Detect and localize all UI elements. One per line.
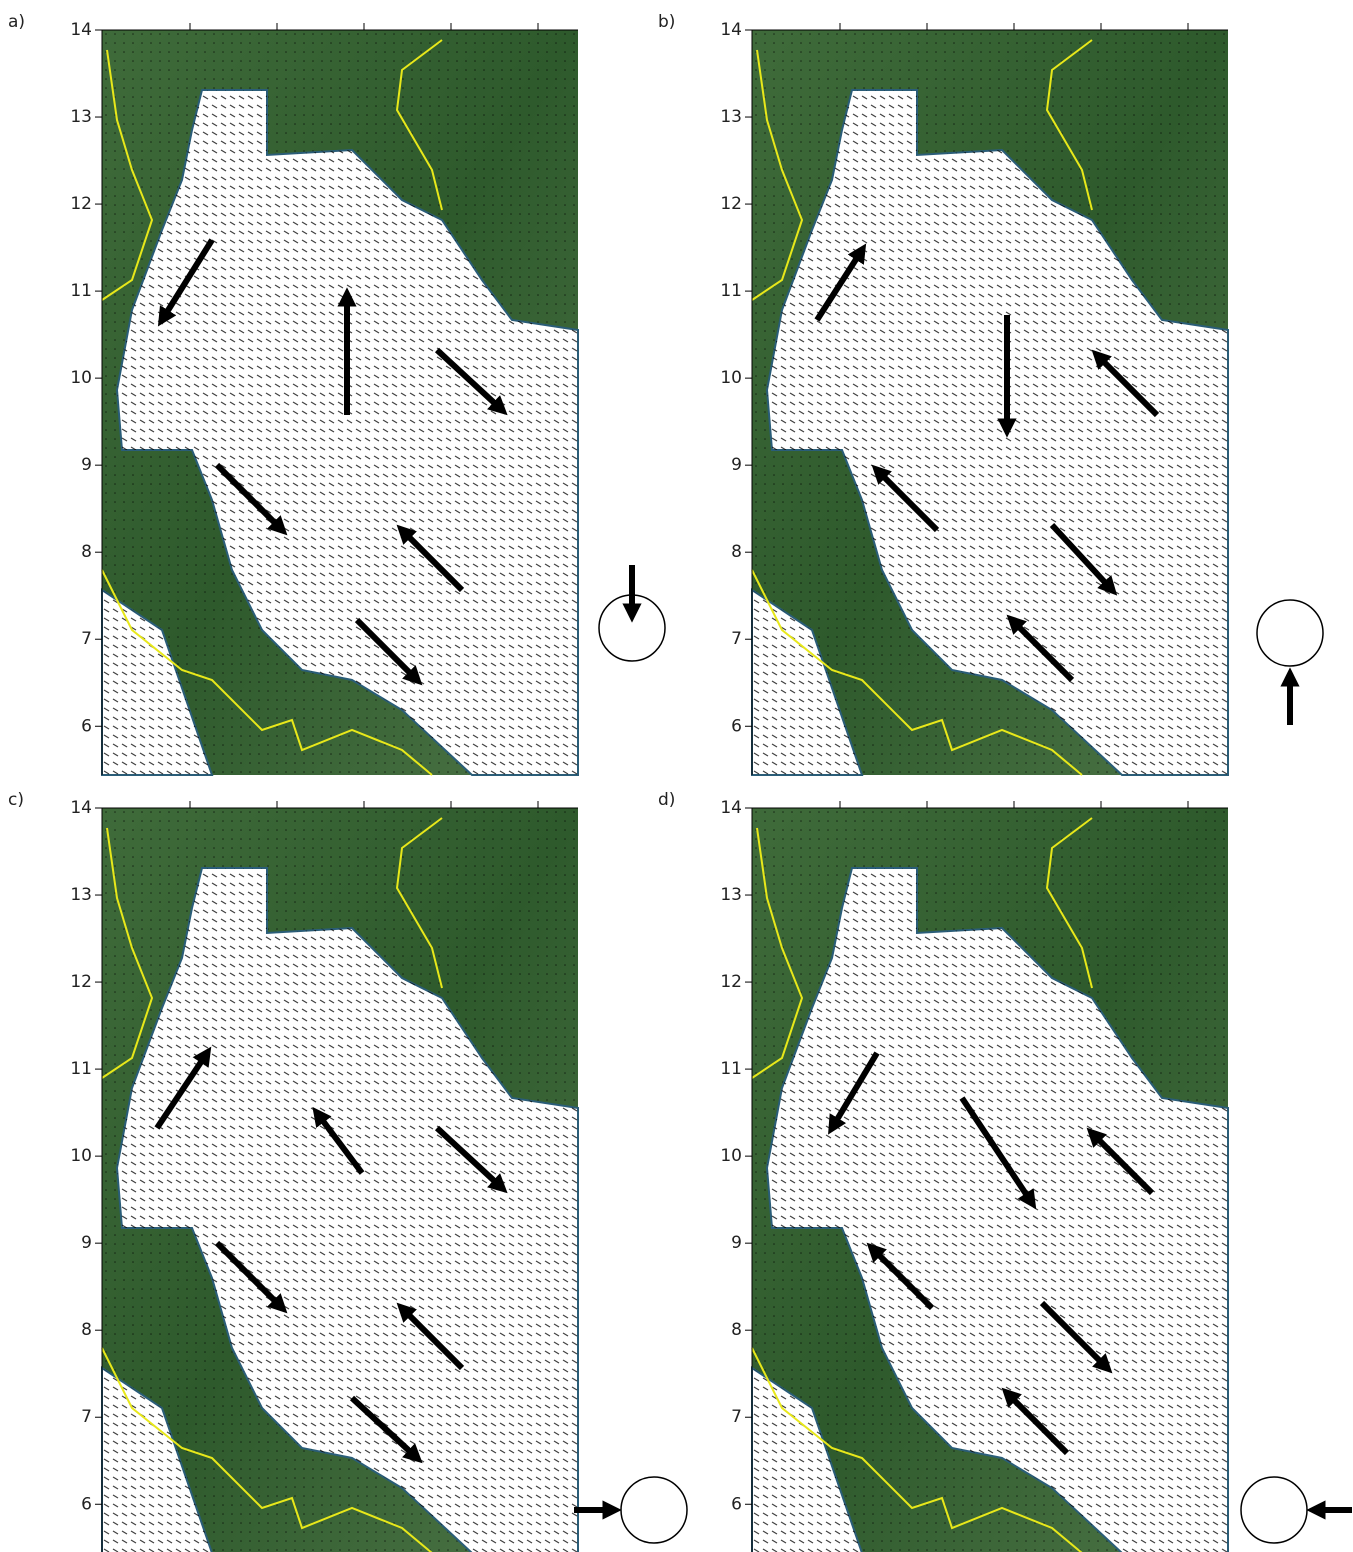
y-tick-label: 9: [731, 455, 742, 475]
y-tick-label: 6: [731, 716, 742, 736]
y-tick-label: 11: [70, 1059, 92, 1079]
y-tick-label: 8: [731, 542, 742, 562]
y-tick-label: 9: [81, 455, 92, 475]
y-tick-label: 9: [731, 1233, 742, 1253]
y-tick-label: 8: [81, 542, 92, 562]
map-panel: c) 6 7 8 9 10 11 12 13 14: [8, 790, 687, 1552]
y-tick-label: 11: [70, 281, 92, 301]
y-tick-label: 13: [720, 107, 742, 127]
y-tick-label: 6: [81, 716, 92, 736]
y-tick-label: 13: [70, 107, 92, 127]
y-tick-label: 11: [720, 281, 742, 301]
map-panel: a) 6 7 8 9 10 11 12 13 14: [8, 12, 665, 775]
y-tick-label: 7: [81, 1407, 92, 1427]
y-tick-label: 14: [70, 798, 92, 818]
y-tick-label: 14: [720, 20, 742, 40]
y-tick-label: 12: [70, 972, 92, 992]
y-tick-label: 10: [720, 1146, 742, 1166]
panel-label: d): [658, 790, 675, 810]
map-panel: b) 6 7 8 9 10 11 12 13 14: [658, 12, 1323, 775]
y-tick-label: 12: [720, 194, 742, 214]
y-tick-label: 11: [720, 1059, 742, 1079]
y-tick-label: 12: [70, 194, 92, 214]
figure: a) 6 7 8 9 10 11 12 13 14 b) 6 7 8 9 10 11 12 13 14 c) 6 7 8 9 10…: [0, 0, 1353, 1552]
y-tick-label: 9: [81, 1233, 92, 1253]
y-tick-label: 8: [81, 1320, 92, 1340]
wind-indicator: [1241, 1477, 1307, 1543]
y-tick-label: 13: [720, 885, 742, 905]
y-tick-label: 7: [731, 1407, 742, 1427]
y-tick-label: 6: [731, 1494, 742, 1514]
y-tick-label: 10: [70, 1146, 92, 1166]
y-tick-label: 10: [720, 368, 742, 388]
y-tick-label: 10: [70, 368, 92, 388]
y-tick-label: 14: [720, 798, 742, 818]
panel-label: b): [658, 12, 675, 32]
y-tick-label: 12: [720, 972, 742, 992]
y-tick-label: 6: [81, 1494, 92, 1514]
y-tick-label: 7: [81, 629, 92, 649]
panel-label: a): [8, 12, 25, 32]
y-tick-label: 14: [70, 20, 92, 40]
y-tick-label: 8: [731, 1320, 742, 1340]
y-tick-label: 7: [731, 629, 742, 649]
wind-indicator: [1257, 600, 1323, 666]
wind-indicator: [621, 1477, 687, 1543]
map-panel: d) 6 7 8 9 10 11 12 13 14: [658, 790, 1352, 1552]
panel-label: c): [8, 790, 24, 810]
y-tick-label: 13: [70, 885, 92, 905]
